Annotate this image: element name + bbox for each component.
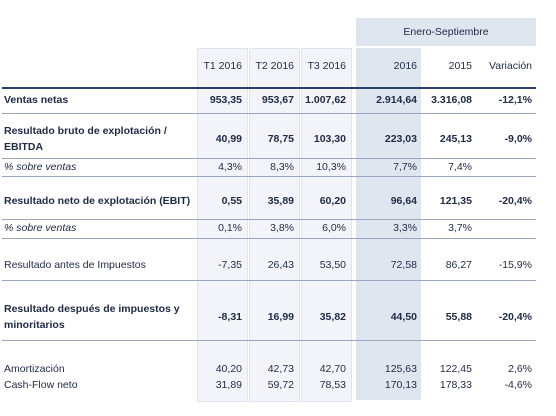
- value-cell: 223,03: [384, 133, 417, 145]
- row-label: Cash-Flow neto: [4, 379, 78, 391]
- value-cell: 3,8%: [270, 222, 294, 234]
- row-label: Resultado bruto de explotación / EBITDA: [4, 125, 167, 153]
- value-cell: -7,35: [218, 259, 242, 271]
- column-header: 2015: [448, 60, 472, 72]
- value-cell: -8,31: [218, 311, 242, 323]
- column-header: T1 2016: [203, 60, 242, 72]
- row-rule: [2, 340, 536, 341]
- value-cell: 7,7%: [393, 161, 417, 173]
- row-rule: [2, 280, 536, 281]
- value-cell: 178,33: [439, 379, 472, 391]
- row-rule: [2, 158, 536, 159]
- value-cell: -12,1%: [498, 94, 532, 106]
- value-cell: 953,67: [261, 94, 294, 106]
- value-cell: -20,4%: [498, 195, 532, 207]
- value-cell: 8,3%: [270, 161, 294, 173]
- value-cell: 7,4%: [448, 161, 472, 173]
- group-header: Enero-Septiembre: [403, 26, 489, 38]
- value-cell: 3,7%: [448, 222, 472, 234]
- column-header: 2016: [393, 60, 417, 72]
- value-cell: 55,88: [445, 311, 472, 323]
- row-label: Resultado neto de explotación (EBIT): [4, 195, 191, 207]
- column-header: T2 2016: [255, 60, 294, 72]
- value-cell: 3,3%: [393, 222, 417, 234]
- row-label: Resultado después de impuestos y minorit…: [4, 303, 180, 331]
- value-cell: 44,50: [390, 311, 417, 323]
- value-cell: 96,64: [390, 195, 417, 207]
- column-bg: [356, 48, 421, 400]
- row-rule: [2, 219, 536, 220]
- value-cell: 78,53: [319, 379, 346, 391]
- value-cell: 122,45: [439, 363, 472, 375]
- value-cell: 6,0%: [322, 222, 346, 234]
- value-cell: -4,6%: [504, 379, 532, 391]
- row-label: % sobre ventas: [4, 161, 77, 173]
- value-cell: 78,75: [267, 133, 294, 145]
- value-cell: 121,35: [439, 195, 472, 207]
- row-rule: [2, 176, 536, 177]
- value-cell: 125,63: [384, 363, 417, 375]
- value-cell: 31,89: [215, 379, 242, 391]
- column-bg: [301, 48, 352, 402]
- row-rule: [2, 113, 536, 114]
- value-cell: 0,55: [221, 195, 242, 207]
- value-cell: 35,82: [319, 311, 346, 323]
- group-bg: [356, 18, 536, 46]
- row-label: Ventas netas: [4, 94, 69, 106]
- value-cell: 170,13: [384, 379, 417, 391]
- value-cell: 35,89: [267, 195, 294, 207]
- row-rule: [2, 238, 536, 239]
- column-bg: [197, 48, 248, 402]
- value-cell: 26,43: [267, 259, 294, 271]
- value-cell: 59,72: [267, 379, 294, 391]
- value-cell: 16,99: [267, 311, 294, 323]
- value-cell: 4,3%: [218, 161, 242, 173]
- column-header: T3 2016: [307, 60, 346, 72]
- value-cell: 1.007,62: [305, 94, 346, 106]
- value-cell: 3.316,08: [431, 94, 472, 106]
- value-cell: -15,9%: [498, 259, 532, 271]
- value-cell: 103,30: [313, 133, 346, 145]
- value-cell: 40,99: [215, 133, 242, 145]
- row-label: % sobre ventas: [4, 222, 77, 234]
- value-cell: 10,3%: [316, 161, 346, 173]
- value-cell: 2.914,64: [376, 94, 417, 106]
- value-cell: 72,58: [390, 259, 417, 271]
- header-rule: [2, 87, 536, 89]
- value-cell: -9,0%: [504, 133, 532, 145]
- value-cell: 40,20: [215, 363, 242, 375]
- value-cell: 0,1%: [218, 222, 242, 234]
- row-label: Amortización: [4, 363, 65, 375]
- column-bg: [249, 48, 300, 402]
- value-cell: 2,6%: [508, 363, 532, 375]
- value-cell: 953,35: [209, 94, 242, 106]
- value-cell: 53,50: [319, 259, 346, 271]
- value-cell: 86,27: [445, 259, 472, 271]
- value-cell: 60,20: [319, 195, 346, 207]
- value-cell: 42,73: [267, 363, 294, 375]
- value-cell: -20,4%: [498, 311, 532, 323]
- value-cell: 245,13: [439, 133, 472, 145]
- value-cell: 42,70: [319, 363, 346, 375]
- column-header: Variación: [489, 60, 532, 72]
- row-label: Resultado antes de Impuestos: [4, 259, 146, 271]
